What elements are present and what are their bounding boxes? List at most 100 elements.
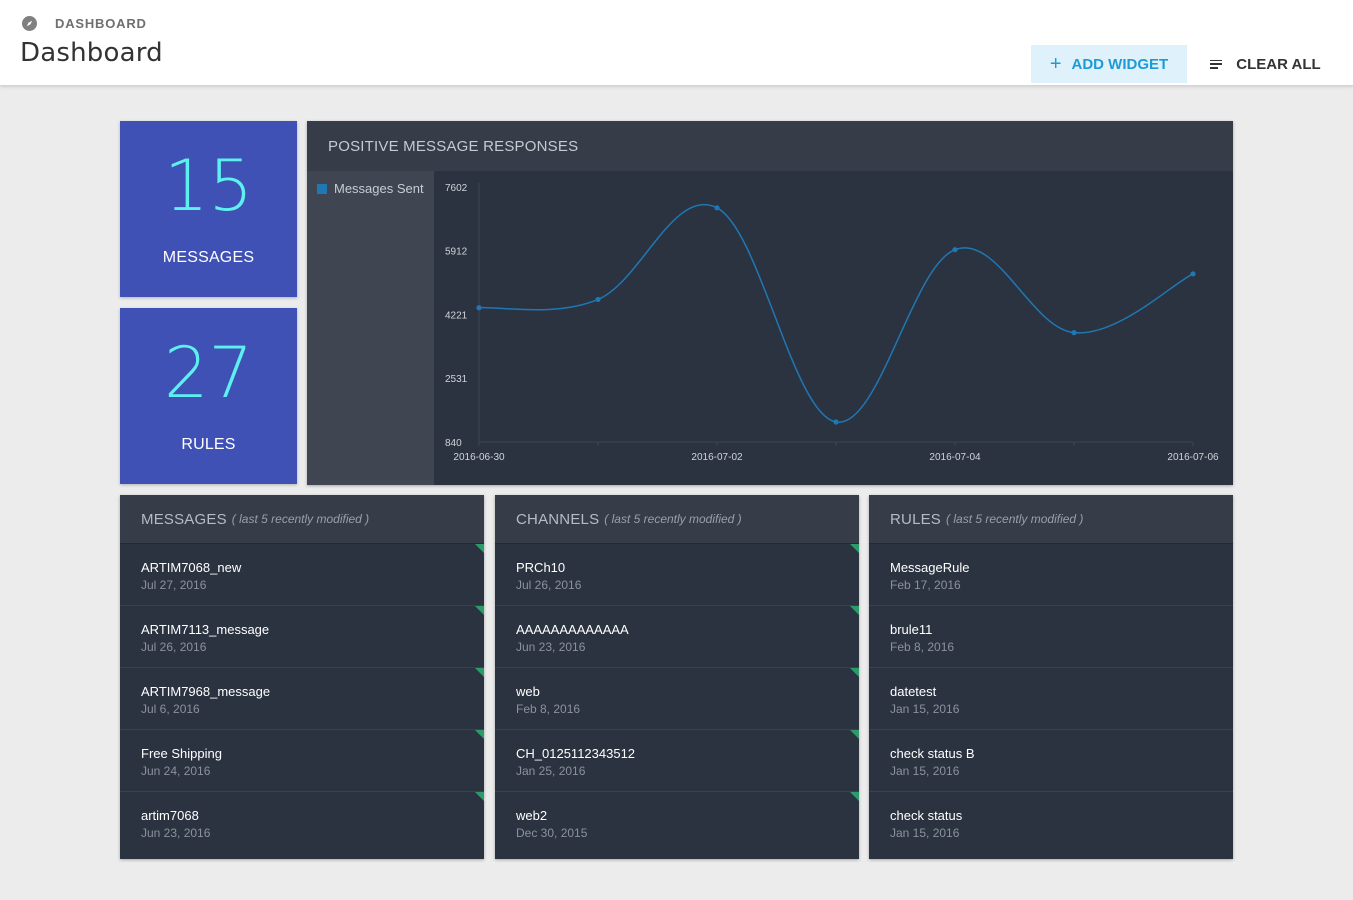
list-item[interactable]: ARTIM7968_message Jul 6, 2016 [120, 668, 484, 730]
list-item[interactable]: web Feb 8, 2016 [495, 668, 859, 730]
list-item[interactable]: PRCh10 Jul 26, 2016 [495, 544, 859, 606]
add-widget-button[interactable]: + ADD WIDGET [1031, 45, 1187, 83]
list-item[interactable]: check status B Jan 15, 2016 [869, 730, 1233, 792]
messages-list-header: MESSAGES ( last 5 recently modified ) [120, 495, 484, 544]
y-tick-label: 7602 [445, 183, 468, 194]
item-date: Feb 8, 2016 [890, 640, 955, 654]
list-item[interactable]: MessageRule Feb 17, 2016 [869, 544, 1233, 606]
data-point[interactable] [952, 247, 958, 253]
corner-marker [475, 668, 484, 677]
list-item[interactable]: artim7068 Jun 23, 2016 [120, 792, 484, 854]
rules-count: 27 [163, 332, 254, 414]
item-name: AAAAAAAAAAAAA [516, 622, 629, 637]
item-name: ARTIM7968_message [141, 684, 271, 699]
corner-marker [475, 544, 484, 553]
clear-all-icon [1210, 59, 1223, 69]
corner-marker [850, 730, 859, 739]
channels-list-header: CHANNELS ( last 5 recently modified ) [495, 495, 859, 544]
messages-count-label: MESSAGES [162, 249, 255, 266]
series-line [478, 204, 1194, 423]
item-name: ARTIM7068_new [141, 560, 242, 575]
item-date: Dec 30, 2015 [516, 826, 588, 840]
item-name: web [516, 684, 540, 699]
item-name: artim7068 [141, 808, 199, 823]
item-name: check status B [890, 746, 975, 761]
legend-label: Messages Sent [334, 181, 424, 196]
clear-all-label: CLEAR ALL [1236, 55, 1321, 73]
y-axis: 7602 5912 4221 2531 840 [445, 183, 480, 449]
rules-count-label: RULES [181, 436, 236, 453]
y-tick-label: 840 [445, 438, 462, 449]
rules-list: MessageRule Feb 17, 2016 brule11 Feb 8, 20… [869, 544, 1233, 854]
item-date: Jan 15, 2016 [890, 702, 960, 716]
rules-list-title: RULES [890, 510, 942, 528]
rules-count-tile[interactable]: 27 RULES [120, 308, 297, 484]
breadcrumb-label: DASHBOARD [55, 15, 147, 31]
item-name: MessageRule [890, 560, 970, 575]
item-date: Jan 15, 2016 [890, 826, 960, 840]
list-item[interactable]: ARTIM7113_message Jul 26, 2016 [120, 606, 484, 668]
rules-list-card: RULES ( last 5 recently modified ) Messa… [869, 495, 1233, 859]
page-title: Dashboard [20, 38, 163, 68]
item-name: PRCh10 [516, 560, 566, 575]
list-item[interactable]: brule11 Feb 8, 2016 [869, 606, 1233, 668]
y-tick-label: 4221 [445, 311, 468, 322]
corner-marker [475, 792, 484, 801]
compass-icon [22, 15, 37, 31]
item-date: Jun 23, 2016 [141, 826, 211, 840]
channels-list-subtitle: ( last 5 recently modified ) [604, 512, 742, 526]
y-tick-label: 2531 [445, 374, 468, 385]
messages-list: ARTIM7068_new Jul 27, 2016 ARTIM7113_mess… [120, 544, 484, 854]
item-name: datetest [890, 684, 937, 699]
rules-list-header: RULES ( last 5 recently modified ) [869, 495, 1233, 544]
data-point[interactable] [1071, 330, 1077, 336]
item-name: ARTIM7113_message [141, 622, 270, 637]
x-axis: 2016-06-30 2016-07-02 2016-07-04 2016-07-06 [453, 441, 1219, 463]
add-widget-label: ADD WIDGET [1071, 55, 1169, 73]
item-date: Jul 27, 2016 [141, 578, 207, 592]
data-point[interactable] [476, 305, 482, 311]
legend-swatch [317, 183, 327, 194]
x-tick-label: 2016-07-06 [1167, 452, 1219, 463]
messages-list-card: MESSAGES ( last 5 recently modified ) AR… [120, 495, 484, 859]
list-item[interactable]: AAAAAAAAAAAAA Jun 23, 2016 [495, 606, 859, 668]
list-item[interactable]: datetest Jan 15, 2016 [869, 668, 1233, 730]
line-chart: 7602 5912 4221 2531 840 2016-06-30 2016-07-02… [445, 183, 1219, 463]
item-date: Jul 26, 2016 [516, 578, 582, 592]
list-item[interactable]: ARTIM7068_new Jul 27, 2016 [120, 544, 484, 606]
corner-marker [850, 668, 859, 677]
channels-list: PRCh10 Jul 26, 2016 AAAAAAAAAAAAA Jun 23, … [495, 544, 859, 854]
item-date: Jun 23, 2016 [516, 640, 586, 654]
corner-marker [475, 606, 484, 615]
breadcrumb: DASHBOARD [22, 15, 147, 31]
y-tick-label: 5912 [445, 247, 468, 258]
chart-legend: Messages Sent [307, 171, 434, 485]
x-tick-label: 2016-07-04 [929, 452, 981, 463]
list-item[interactable]: check status Jan 15, 2016 [869, 792, 1233, 854]
corner-marker [475, 730, 484, 739]
clear-all-button[interactable]: CLEAR ALL [1203, 45, 1328, 83]
item-date: Jul 6, 2016 [141, 702, 200, 716]
corner-marker [850, 606, 859, 615]
data-point[interactable] [714, 205, 720, 211]
messages-count-tile[interactable]: 15 MESSAGES [120, 121, 297, 297]
corner-marker [850, 544, 859, 553]
page-header: DASHBOARD Dashboard + ADD WIDGET CLEAR A… [0, 0, 1353, 86]
item-date: Jul 26, 2016 [141, 640, 207, 654]
data-point[interactable] [833, 419, 839, 425]
item-name: brule11 [890, 622, 933, 637]
item-date: Jun 24, 2016 [141, 764, 211, 778]
x-tick-label: 2016-07-02 [691, 452, 743, 463]
item-name: web2 [516, 808, 548, 823]
channels-list-title: CHANNELS [516, 510, 600, 528]
data-point[interactable] [1190, 271, 1196, 277]
messages-list-subtitle: ( last 5 recently modified ) [231, 512, 370, 526]
messages-list-title: MESSAGES [141, 510, 227, 528]
list-item[interactable]: web2 Dec 30, 2015 [495, 792, 859, 854]
item-date: Feb 8, 2016 [516, 702, 581, 716]
data-point[interactable] [595, 296, 601, 303]
legend-item-messages-sent[interactable]: Messages Sent [317, 181, 424, 196]
item-name: Free Shipping [141, 746, 222, 761]
list-item[interactable]: Free Shipping Jun 24, 2016 [120, 730, 484, 792]
list-item[interactable]: CH_0125112343512 Jan 25, 2016 [495, 730, 859, 792]
